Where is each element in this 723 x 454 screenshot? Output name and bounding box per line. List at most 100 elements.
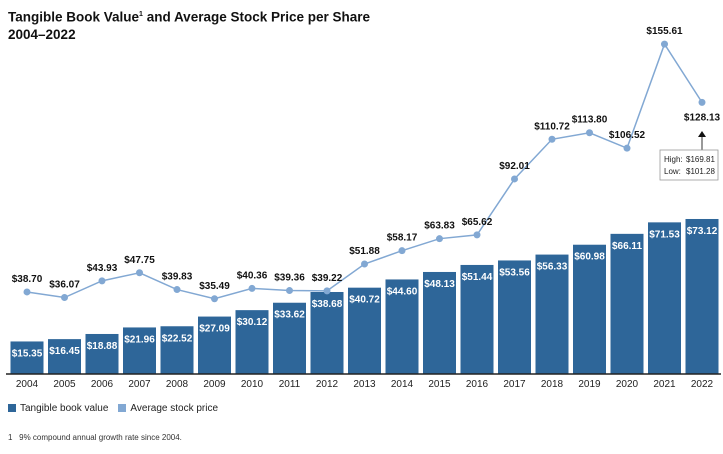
x-tick-2016: 2016 [466,379,489,390]
x-tick-2013: 2013 [353,379,376,390]
footnote: 1 9% compound annual growth rate since 2… [8,433,182,442]
bar-label-2021: $71.53 [649,229,680,240]
stock-label-2018: $110.72 [534,121,570,132]
x-tick-2022: 2022 [691,379,714,390]
stock-point-2007 [136,269,143,277]
bar-label-2018: $56.33 [537,262,568,273]
bar-2022 [685,218,719,374]
stock-label-2011: $39.36 [274,273,305,284]
bar-2014 [385,279,419,374]
legend-swatch-line [118,404,127,413]
stock-point-2022 [698,98,706,106]
stock-point-2006 [98,277,106,285]
annotation-low-value: $101.28 [686,167,715,176]
stock-label-2015: $63.83 [424,221,455,232]
stock-label-2005: $36.07 [49,280,80,291]
bar-2007 [123,327,156,374]
x-tick-2006: 2006 [91,379,114,390]
bar-2013 [348,287,381,374]
stock-point-2017 [511,175,518,183]
stock-label-2008: $39.83 [162,272,193,283]
bar-label-2010: $30.12 [237,317,268,328]
bar-label-2008: $22.52 [162,333,193,344]
x-tick-2004: 2004 [16,379,39,390]
bar-2017 [498,260,531,374]
stock-point-2012 [323,287,331,295]
x-tick-2017: 2017 [503,379,526,390]
annotation-high-label: High: [664,155,683,164]
stock-label-2010: $40.36 [237,270,268,281]
x-tick-2007: 2007 [128,379,151,390]
stock-label-2007: $47.75 [124,255,155,266]
stock-label-2004: $38.70 [12,274,43,285]
bar-label-2022: $73.12 [687,226,718,237]
bar-2021 [648,222,681,374]
stock-label-2014: $58.17 [387,233,418,244]
stock-label-2016: $65.62 [462,217,493,228]
stock-point-2010 [248,284,256,292]
bar-2012 [310,291,344,374]
bar-label-2012: $38.68 [312,299,343,310]
stock-label-2019: $113.80 [572,115,608,126]
chart-subtitle: 2004–2022 [8,26,76,42]
bar-label-2020: $66.11 [612,241,642,252]
stock-point-2020 [623,144,631,152]
legend-item-line: Average stock price [118,403,218,414]
bar-2009 [198,316,231,374]
stock-point-2019 [586,129,593,137]
bar-label-2006: $18.88 [87,341,118,352]
x-tick-2008: 2008 [166,379,189,390]
stock-point-2004 [23,288,31,296]
stock-label-2020: $106.52 [609,130,646,141]
bar-label-2016: $51.44 [462,272,493,283]
x-tick-2010: 2010 [241,379,264,390]
bar-label-2019: $60.98 [574,252,605,263]
bar-label-2004: $15.35 [12,348,43,359]
x-tick-2005: 2005 [53,379,76,390]
bar-2005 [48,339,81,374]
bar-2004 [10,341,44,374]
stock-point-2009 [211,295,218,303]
x-tick-2021: 2021 [653,379,676,390]
x-tick-2014: 2014 [391,379,414,390]
stock-point-2008 [173,286,181,294]
stock-point-2014 [398,247,406,255]
bar-2015 [423,271,456,374]
annotation-high-value: $169.81 [686,155,715,164]
bar-label-2007: $21.96 [124,334,155,345]
stock-label-2009: $35.49 [199,281,230,292]
x-tick-2018: 2018 [541,379,564,390]
stock-point-2016 [473,231,481,239]
stock-point-2005 [61,294,68,302]
bar-label-2015: $48.13 [424,279,455,290]
stock-label-2021: $155.61 [646,26,683,37]
stock-label-2013: $51.88 [349,246,380,257]
legend-item-bar: Tangible book value [8,403,108,414]
stock-point-2011 [286,287,293,295]
x-tick-2012: 2012 [316,379,339,390]
annotation-low-label: Low: [664,167,681,176]
stock-label-2017: $92.01 [499,161,530,172]
bar-2011 [273,302,306,374]
bar-label-2009: $27.09 [199,324,230,335]
annotation-box [659,149,719,181]
bar-2006 [85,333,119,374]
x-tick-2015: 2015 [428,379,451,390]
bar-2016 [460,264,494,374]
bar-label-2005: $16.45 [49,346,80,357]
bar-2018 [535,254,569,374]
legend: Tangible book value Average stock price [8,403,218,414]
stock-label-2022: $128.13 [684,112,721,123]
bar-2020 [610,233,644,374]
stock-point-2013 [361,260,368,268]
stock-point-2021 [661,40,668,48]
bar-2019 [573,244,606,374]
bar-label-2013: $40.72 [349,295,380,306]
bar-2008 [160,326,194,374]
bar-label-2017: $53.56 [499,267,530,278]
arrow-up-icon [698,131,706,137]
x-tick-2020: 2020 [616,379,639,390]
bar-2010 [235,310,269,374]
chart-title: Tangible Book Value1 and Average Stock P… [8,9,371,42]
